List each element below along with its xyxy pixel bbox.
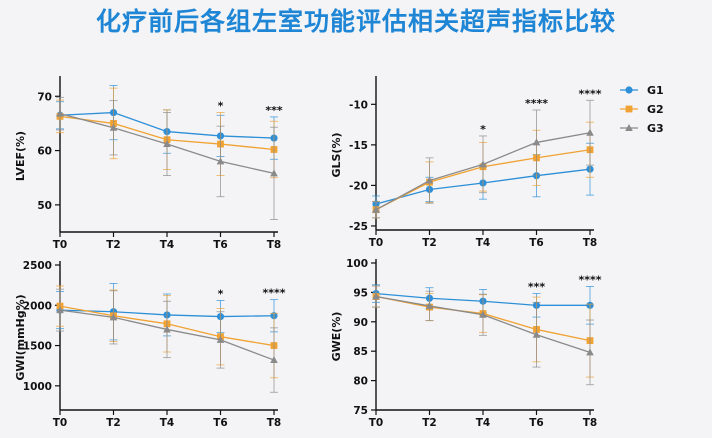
legend-item-g3: G3 xyxy=(620,122,664,135)
y-tick-label: -15 xyxy=(349,140,368,152)
significance-marker: **** xyxy=(578,87,601,100)
x-tick-label: T6 xyxy=(529,417,543,429)
data-point xyxy=(425,176,434,184)
data-point xyxy=(372,205,380,213)
x-tick-label: T6 xyxy=(213,239,227,251)
significance-marker: * xyxy=(480,123,486,136)
data-point xyxy=(56,109,64,117)
x-tick-label: T4 xyxy=(160,239,174,251)
legend-marker xyxy=(625,86,633,94)
y-tick-label: 1500 xyxy=(23,341,52,353)
data-point xyxy=(270,356,278,364)
x-tick-label: T4 xyxy=(476,237,490,249)
legend: G1 G2 G3 xyxy=(620,84,664,135)
x-tick-label: T0 xyxy=(369,237,383,249)
data-point xyxy=(270,169,278,177)
x-tick-label: T0 xyxy=(369,417,383,429)
data-point xyxy=(216,335,225,343)
legend-item-g1: G1 xyxy=(620,84,664,97)
y-tick-label: 50 xyxy=(37,200,52,212)
significance-marker: **** xyxy=(578,274,601,287)
x-tick-label: T6 xyxy=(213,417,227,429)
data-point xyxy=(109,123,118,131)
significance-marker: * xyxy=(218,287,224,300)
x-tick-label: T0 xyxy=(53,239,67,251)
y-tick-label: -10 xyxy=(349,99,368,111)
y-tick-label: 100 xyxy=(346,258,368,270)
x-tick-label: T8 xyxy=(267,239,281,251)
x-tick-label: T4 xyxy=(476,417,490,429)
data-point xyxy=(532,138,541,146)
x-tick-label: T4 xyxy=(160,417,174,429)
x-tick-label: T6 xyxy=(529,237,543,249)
y-tick-label: 90 xyxy=(353,317,368,329)
data-point xyxy=(425,301,434,309)
x-tick-label: T2 xyxy=(422,237,436,249)
significance-marker: *** xyxy=(528,281,546,294)
x-tick-label: T2 xyxy=(106,417,120,429)
y-tick-label: 80 xyxy=(353,376,368,388)
series-g3 xyxy=(56,288,278,393)
x-tick-label: T8 xyxy=(583,237,597,249)
x-tick-label: T2 xyxy=(422,417,436,429)
data-point xyxy=(163,325,171,333)
y-tick-label: 2000 xyxy=(23,300,52,312)
data-point xyxy=(586,348,594,356)
x-tick-label: T8 xyxy=(583,417,597,429)
series-g3 xyxy=(372,285,594,386)
data-point xyxy=(216,157,225,165)
y-tick-label: -20 xyxy=(349,180,368,192)
legend-label: G3 xyxy=(647,122,664,135)
y-axis-label: LVEF(%) xyxy=(14,131,27,181)
y-tick-label: 75 xyxy=(353,405,368,417)
data-point xyxy=(479,160,487,168)
y-tick-label: 70 xyxy=(37,91,52,103)
data-point xyxy=(109,313,118,321)
data-point xyxy=(163,140,171,148)
page-title: 化疗前后各组左室功能评估相关超声指标比较 xyxy=(95,7,616,36)
legend-label: G2 xyxy=(647,103,664,116)
x-tick-label: T0 xyxy=(53,417,67,429)
y-tick-label: 2500 xyxy=(23,260,52,272)
series-g3 xyxy=(56,96,278,220)
data-point xyxy=(479,310,487,318)
y-tick-label: 60 xyxy=(37,146,52,158)
y-tick-label: 85 xyxy=(353,346,368,358)
x-tick-label: T8 xyxy=(267,417,281,429)
y-axis-label: GWI(mmHg%) xyxy=(14,294,27,380)
significance-marker: * xyxy=(218,100,224,113)
legend-marker xyxy=(625,124,633,131)
x-tick-label: T2 xyxy=(106,239,120,251)
legend-item-g2: G2 xyxy=(620,103,664,116)
legend-label: G1 xyxy=(647,84,664,97)
significance-marker: *** xyxy=(265,104,283,117)
significance-marker: **** xyxy=(262,287,285,300)
data-point xyxy=(586,128,594,136)
y-tick-label: -25 xyxy=(349,221,368,233)
y-tick-label: 95 xyxy=(353,287,368,299)
y-axis-label: GLS(%) xyxy=(330,132,343,177)
data-point xyxy=(372,292,380,300)
data-point xyxy=(532,330,541,338)
y-tick-label: 1000 xyxy=(23,381,52,393)
series-g3 xyxy=(372,99,594,219)
legend-marker xyxy=(625,105,633,113)
significance-marker: **** xyxy=(525,97,548,110)
y-axis-label: GWE(%) xyxy=(330,312,343,362)
data-point xyxy=(56,306,64,314)
